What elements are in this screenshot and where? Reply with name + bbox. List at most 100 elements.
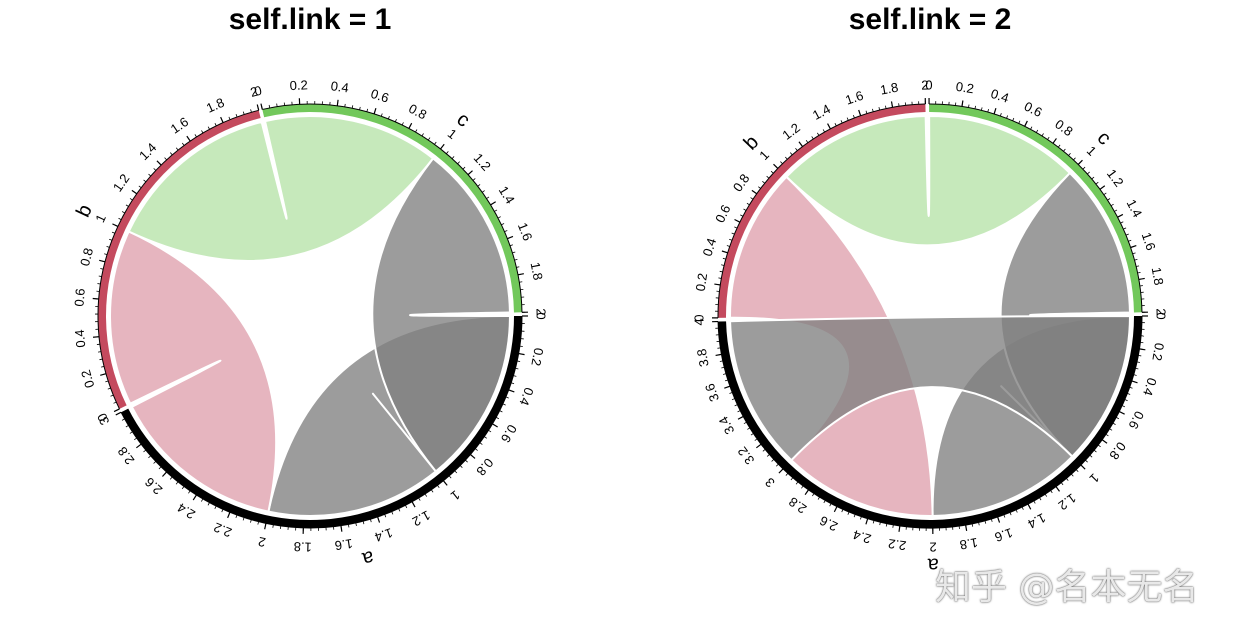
- minor-tick: [351, 105, 354, 109]
- minor-tick: [484, 436, 488, 439]
- minor-tick: [981, 107, 983, 111]
- minor-tick: [885, 105, 887, 109]
- tick-label-a: 1.4: [1025, 510, 1048, 532]
- minor-tick: [1097, 444, 1101, 448]
- minor-tick: [175, 481, 179, 485]
- tick-label-a: 2: [257, 534, 267, 550]
- minor-tick: [731, 398, 735, 401]
- link-a-a-4: [729, 314, 1132, 462]
- major-tick: [264, 523, 267, 530]
- major-tick: [1131, 380, 1138, 384]
- tick-label-a: 2.6: [817, 513, 840, 534]
- tick-label-a: 0.8: [473, 455, 496, 478]
- minor-tick: [729, 392, 733, 394]
- minor-tick: [758, 186, 761, 189]
- minor-tick: [770, 170, 774, 174]
- minor-tick: [817, 496, 820, 500]
- minor-tick: [462, 166, 466, 170]
- minor-tick: [104, 253, 108, 255]
- minor-tick: [1103, 192, 1107, 195]
- tick-label-b: 0.2: [78, 368, 97, 389]
- minor-tick: [257, 521, 259, 525]
- tick-label-b: 0.2: [693, 272, 710, 292]
- minor-tick: [362, 521, 365, 525]
- tick-label-b: 0.8: [77, 246, 96, 267]
- minor-tick: [766, 454, 770, 457]
- minor-tick: [111, 231, 115, 234]
- minor-tick: [737, 410, 741, 413]
- tick-label-a: 1.6: [993, 525, 1015, 545]
- major-tick: [260, 103, 263, 110]
- axis-line-b: [97, 109, 259, 410]
- minor-tick: [100, 268, 104, 270]
- minor-tick: [805, 140, 809, 143]
- tick-label-a: 1: [1087, 470, 1103, 486]
- major-tick: [517, 273, 524, 276]
- minor-tick: [133, 437, 137, 441]
- minor-tick: [153, 461, 157, 464]
- minor-tick: [750, 433, 754, 436]
- link-a-b-1: [729, 175, 934, 517]
- minor-tick: [771, 459, 775, 462]
- minor-tick: [1044, 493, 1048, 497]
- major-tick: [714, 283, 721, 286]
- minor-tick: [431, 489, 434, 493]
- major-tick: [492, 423, 498, 428]
- minor-tick: [175, 147, 179, 151]
- minor-tick: [499, 410, 503, 413]
- minor-tick: [459, 465, 463, 468]
- minor-tick: [504, 230, 508, 233]
- tick-label-b: 1.4: [136, 140, 159, 163]
- minor-tick: [457, 161, 460, 165]
- links-group: [729, 114, 1132, 517]
- minor-tick: [1050, 490, 1053, 494]
- minor-tick: [398, 508, 401, 512]
- tick-label-b: 2: [249, 84, 260, 100]
- tracks-group: 00.20.40.60.811.21.41.61.822.22.42.62.83…: [71, 77, 548, 570]
- major-tick: [373, 108, 377, 115]
- major-tick: [1139, 348, 1146, 351]
- tick-label-a: 1.2: [410, 508, 433, 530]
- minor-tick: [1087, 171, 1090, 175]
- minor-tick: [750, 197, 754, 200]
- minor-tick: [1109, 428, 1113, 431]
- minor-tick: [724, 379, 729, 382]
- major-tick: [773, 163, 779, 169]
- minor-tick: [1114, 209, 1118, 212]
- minor-tick: [472, 178, 476, 181]
- minor-tick: [853, 514, 856, 518]
- tick-label-b: 1.4: [810, 101, 833, 123]
- link-c-a-3: [371, 156, 512, 473]
- minor-tick: [454, 470, 458, 474]
- major-tick: [377, 516, 381, 523]
- chart-title-left: self.link = 1: [228, 3, 392, 36]
- minor-tick: [841, 509, 844, 513]
- major-tick: [100, 373, 107, 376]
- minor-tick: [1015, 509, 1018, 513]
- major-tick: [715, 353, 722, 357]
- major-tick: [961, 100, 964, 107]
- tick-label-c: 1.8: [528, 261, 546, 282]
- tick-label-b: 1.2: [779, 120, 802, 143]
- tracks-group: 00.20.40.60.811.21.41.61.822.22.42.62.83…: [691, 77, 1168, 575]
- tick-label-a: 0.6: [1126, 409, 1148, 432]
- tick-label-b: 1.8: [879, 80, 899, 98]
- minor-tick: [98, 275, 102, 277]
- minor-tick: [514, 258, 518, 261]
- minor-tick: [424, 493, 428, 497]
- major-tick: [470, 454, 476, 459]
- minor-tick: [840, 120, 843, 124]
- tick-label-b: 2: [921, 77, 929, 92]
- minor-tick: [164, 157, 167, 161]
- minor-tick: [384, 514, 387, 518]
- major-tick: [865, 518, 869, 525]
- tick-label-b: 1.6: [168, 114, 191, 137]
- minor-tick: [785, 473, 789, 476]
- minor-tick: [101, 366, 105, 368]
- minor-tick: [110, 394, 114, 397]
- minor-tick: [228, 116, 231, 120]
- minor-tick: [1123, 227, 1127, 230]
- minor-tick: [169, 476, 173, 480]
- major-tick: [858, 109, 862, 116]
- tick-label-a: 1: [448, 487, 463, 503]
